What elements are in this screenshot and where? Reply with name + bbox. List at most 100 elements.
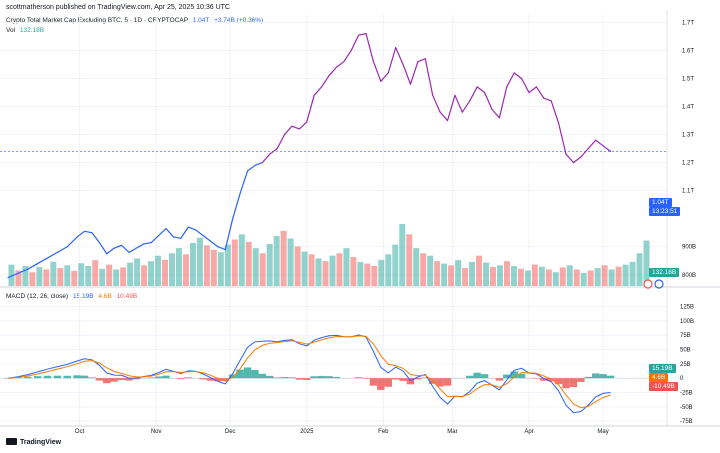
price-segment: [424, 58, 434, 96]
price-segment: [543, 97, 552, 102]
price-segment: [350, 34, 360, 52]
volume-bar: [455, 260, 462, 286]
symbol-title: Crypto Total Market Cap Excluding BTC, 5…: [6, 17, 188, 24]
price-segment: [66, 236, 78, 248]
macd-hist-bar: [540, 378, 548, 381]
volume-bar: [392, 244, 399, 286]
volume-bar: [643, 240, 650, 286]
volume-bar: [64, 265, 71, 286]
price-tick-label: 1.7T: [682, 20, 694, 26]
volume-bar: [587, 270, 594, 286]
volume-bar: [85, 266, 92, 286]
volume-bar: [336, 253, 343, 286]
macd-hist-bar: [443, 378, 452, 386]
macd-hist-bar: [599, 374, 607, 379]
volume-bar: [573, 269, 580, 286]
price-segment: [343, 49, 352, 63]
macd-hist-bar: [325, 376, 333, 379]
volume-bar: [441, 263, 448, 286]
macd-hist-bar: [103, 378, 111, 384]
price-segment: [120, 244, 130, 253]
volume-bar: [203, 245, 210, 286]
volume-bar: [210, 249, 217, 286]
price-segment: [76, 230, 86, 238]
price-segment: [365, 33, 375, 63]
volume-bar: [22, 266, 29, 286]
volume-bar: [175, 248, 182, 286]
chart-grid: [0, 14, 667, 426]
price-tick-label: 800B: [682, 273, 696, 279]
volume-bar: [476, 255, 483, 286]
price-segment: [187, 226, 197, 231]
macd-hist-bar: [317, 375, 326, 379]
price-segment: [580, 147, 589, 158]
volume-bar: [427, 255, 434, 286]
volume-bar: [127, 262, 134, 286]
macd-hist-bar: [562, 378, 570, 389]
volume-bar: [420, 253, 427, 286]
price-segment: [520, 77, 530, 94]
price-segment: [306, 94, 315, 123]
volume-legend: Vol 132.18B: [6, 27, 44, 34]
volume-bar: [594, 268, 601, 286]
macd-hist-bar: [414, 378, 422, 380]
volume-bar: [245, 241, 252, 286]
macd-hist-bar: [384, 378, 392, 387]
macd-hist-bar: [577, 378, 585, 382]
price-segment: [37, 257, 49, 265]
volume-bar: [259, 253, 266, 286]
volume-bar: [106, 264, 113, 286]
price-segment: [498, 86, 508, 119]
volume-bar: [78, 263, 85, 286]
price-segment: [491, 108, 500, 119]
price-segment: [409, 61, 419, 85]
macd-hist-bar: [377, 378, 385, 390]
macd-hist-bar: [495, 378, 504, 381]
price-segment: [276, 133, 286, 150]
price-segment: [595, 139, 604, 147]
volume-bar: [155, 255, 162, 286]
price-segment: [283, 125, 293, 136]
price-segment: [417, 58, 426, 63]
volume-bar: [252, 248, 259, 286]
volume-bar: [378, 259, 385, 286]
volume-bar: [273, 236, 280, 286]
price-segment: [387, 47, 397, 74]
macd-hist-bar: [266, 375, 274, 379]
macd-line: [7, 334, 611, 414]
volume-bar: [538, 266, 545, 286]
macd-hist-bar: [569, 378, 578, 388]
macd-tick-label: -25B: [680, 391, 693, 397]
event-marker-icon: [643, 279, 653, 289]
time-tick-label: Oct: [75, 429, 85, 435]
macd-hist-bar: [80, 375, 89, 379]
volume-bar: [566, 265, 573, 286]
time-tick-label: Nov: [151, 429, 162, 435]
volume-bar: [580, 272, 587, 286]
price-tick-label: 1.5T: [682, 76, 694, 82]
volume-bar: [231, 239, 238, 286]
last-value: 1.04T: [192, 17, 210, 24]
price-segment: [469, 86, 478, 102]
macd-hist-bar: [584, 376, 592, 379]
macd-hist-bar: [53, 375, 62, 379]
macd-hist-bar: [177, 378, 185, 380]
volume-bar: [224, 244, 231, 286]
macd-hist-bar: [228, 374, 237, 379]
volume-bar: [134, 258, 141, 286]
time-tick-label: Dec: [225, 429, 236, 435]
volume-bar: [469, 261, 476, 286]
volume-bar: [399, 224, 406, 286]
volume-bar: [629, 261, 636, 286]
volume-bar: [71, 270, 78, 286]
macd-hist-bar: [33, 376, 42, 379]
macd-hist-bar: [362, 378, 370, 379]
macd-hist-bar: [206, 378, 215, 381]
macd-hist-bar: [303, 378, 311, 381]
price-tick-label: 900B: [682, 245, 696, 251]
macd-badge: 15.19B: [649, 364, 676, 373]
tradingview-logo[interactable]: TradingView: [6, 438, 61, 446]
volume-bar: [43, 269, 50, 286]
price-segment: [232, 192, 241, 220]
